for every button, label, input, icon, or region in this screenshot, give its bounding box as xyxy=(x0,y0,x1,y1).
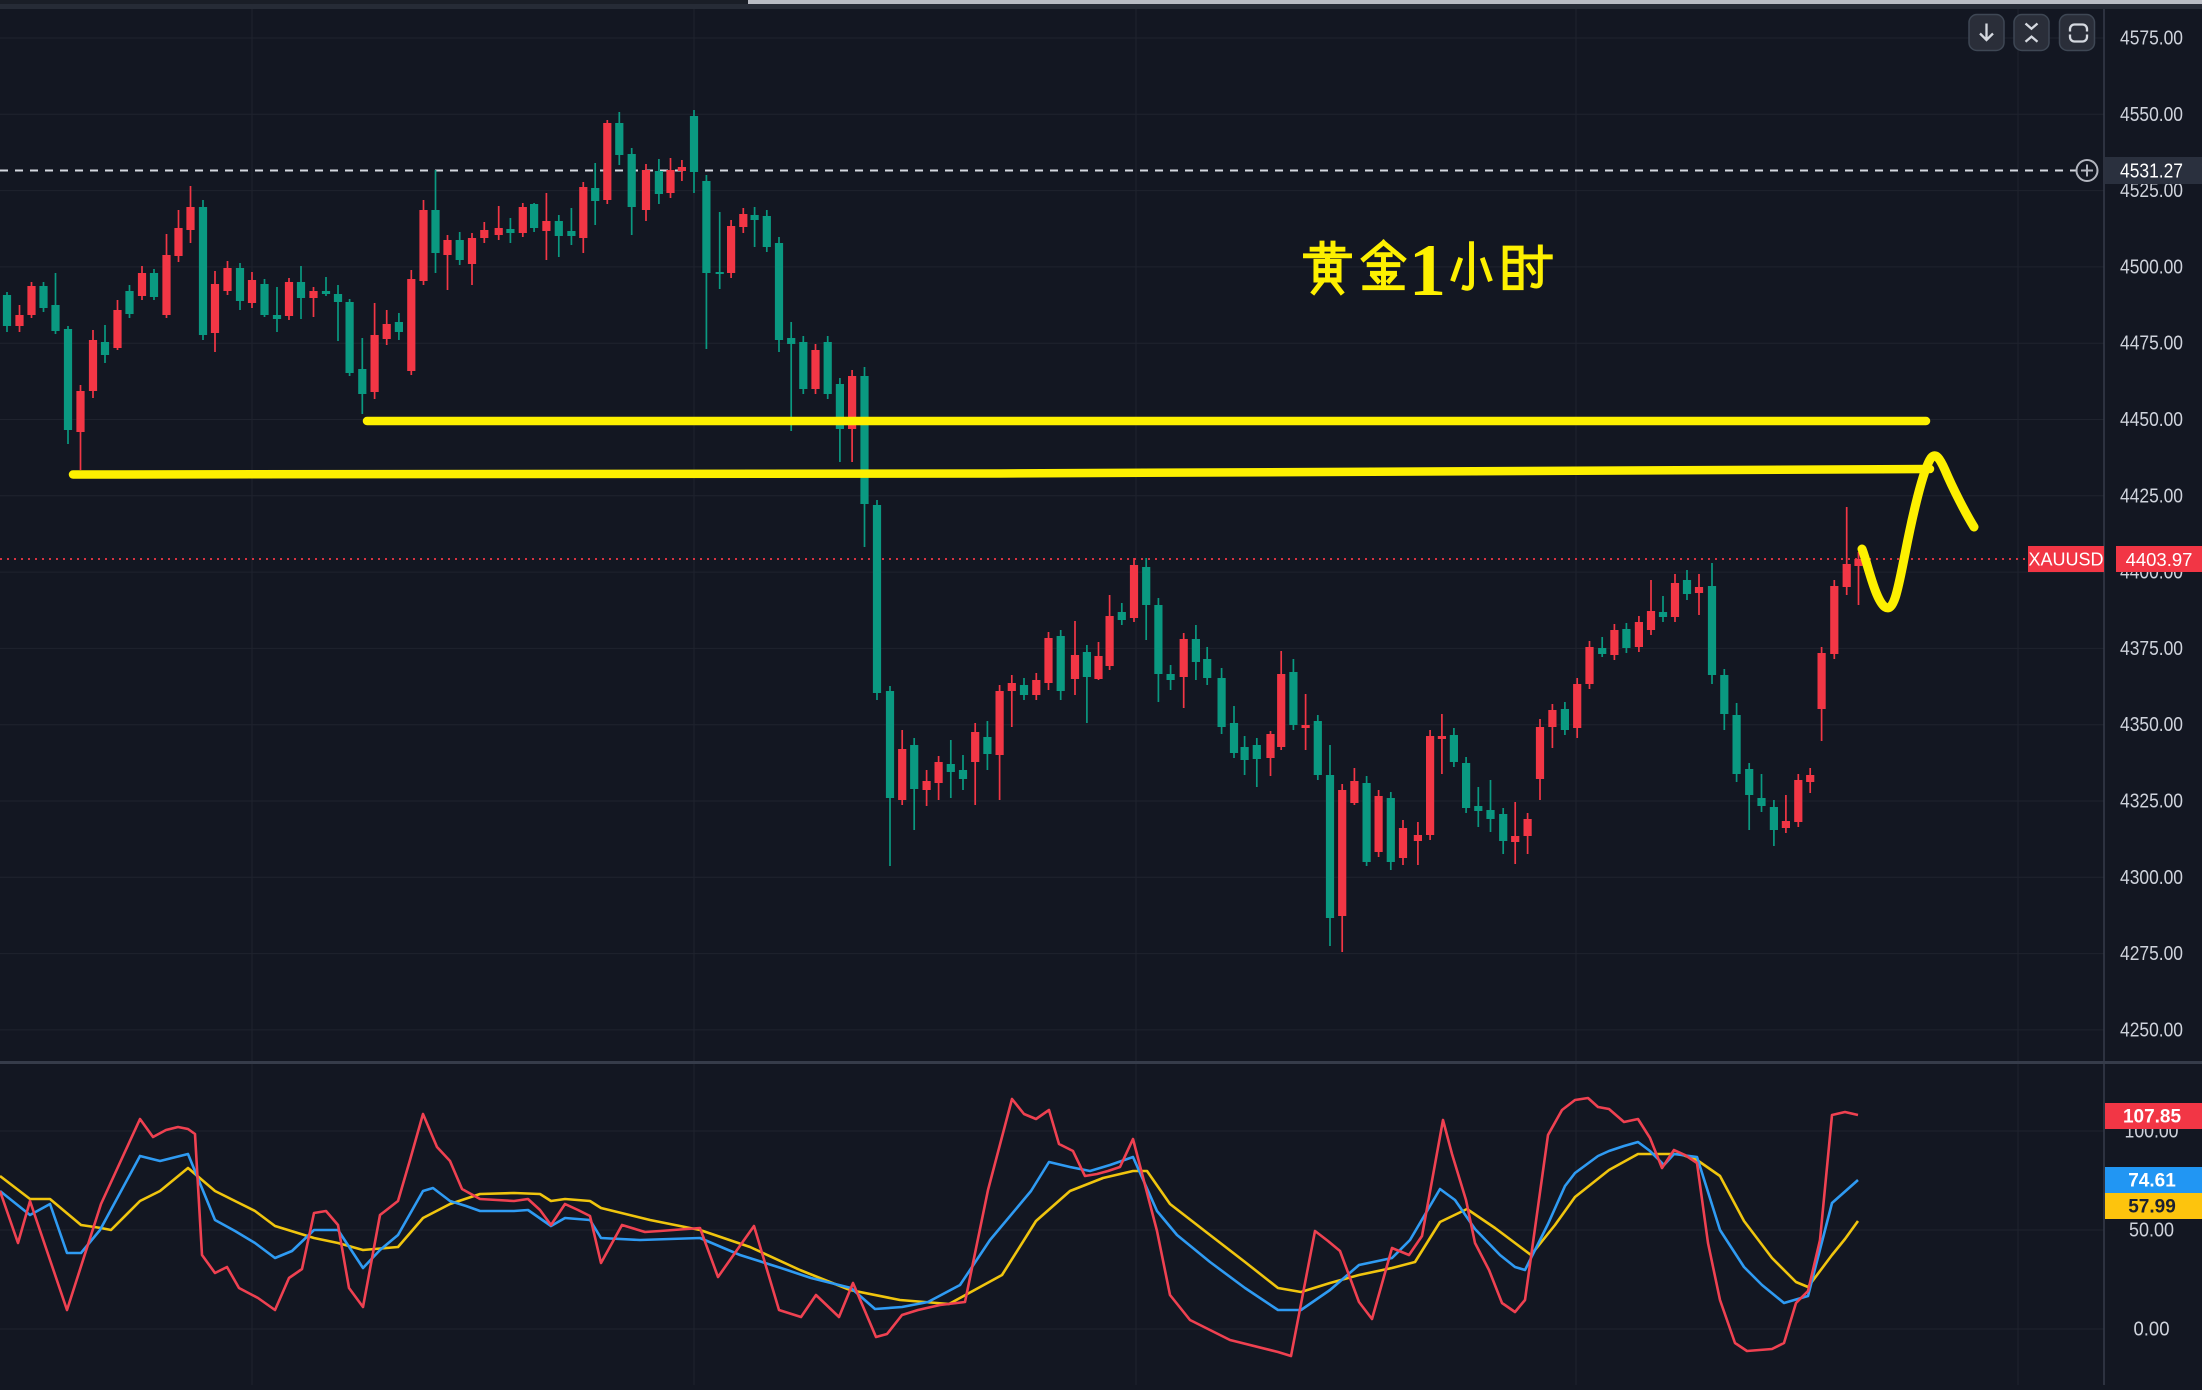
svg-text:4475.00: 4475.00 xyxy=(2120,333,2183,355)
svg-text:4403.97: 4403.97 xyxy=(2126,549,2193,570)
svg-text:4350.00: 4350.00 xyxy=(2120,714,2183,736)
svg-text:4375.00: 4375.00 xyxy=(2120,638,2183,660)
svg-text:4275.00: 4275.00 xyxy=(2120,943,2183,965)
svg-text:74.61: 74.61 xyxy=(2128,1171,2176,1192)
svg-text:57.99: 57.99 xyxy=(2128,1197,2176,1218)
svg-text:4525.00: 4525.00 xyxy=(2120,180,2183,202)
svg-text:4575.00: 4575.00 xyxy=(2120,28,2183,50)
svg-text:4300.00: 4300.00 xyxy=(2120,867,2183,889)
svg-text:4250.00: 4250.00 xyxy=(2120,1019,2183,1041)
svg-text:4500.00: 4500.00 xyxy=(2120,256,2183,278)
svg-text:4450.00: 4450.00 xyxy=(2120,409,2183,431)
svg-text:XAUUSD: XAUUSD xyxy=(2028,550,2103,570)
svg-text:50.00: 50.00 xyxy=(2129,1220,2174,1242)
svg-text:4531.27: 4531.27 xyxy=(2120,161,2183,183)
svg-text:1: 1 xyxy=(1409,230,1446,312)
svg-text:4550.00: 4550.00 xyxy=(2120,104,2183,126)
svg-text:107.85: 107.85 xyxy=(2123,1107,2182,1128)
svg-text:0.00: 0.00 xyxy=(2134,1319,2170,1341)
svg-text:4325.00: 4325.00 xyxy=(2120,791,2183,813)
svg-text:4425.00: 4425.00 xyxy=(2120,485,2183,507)
